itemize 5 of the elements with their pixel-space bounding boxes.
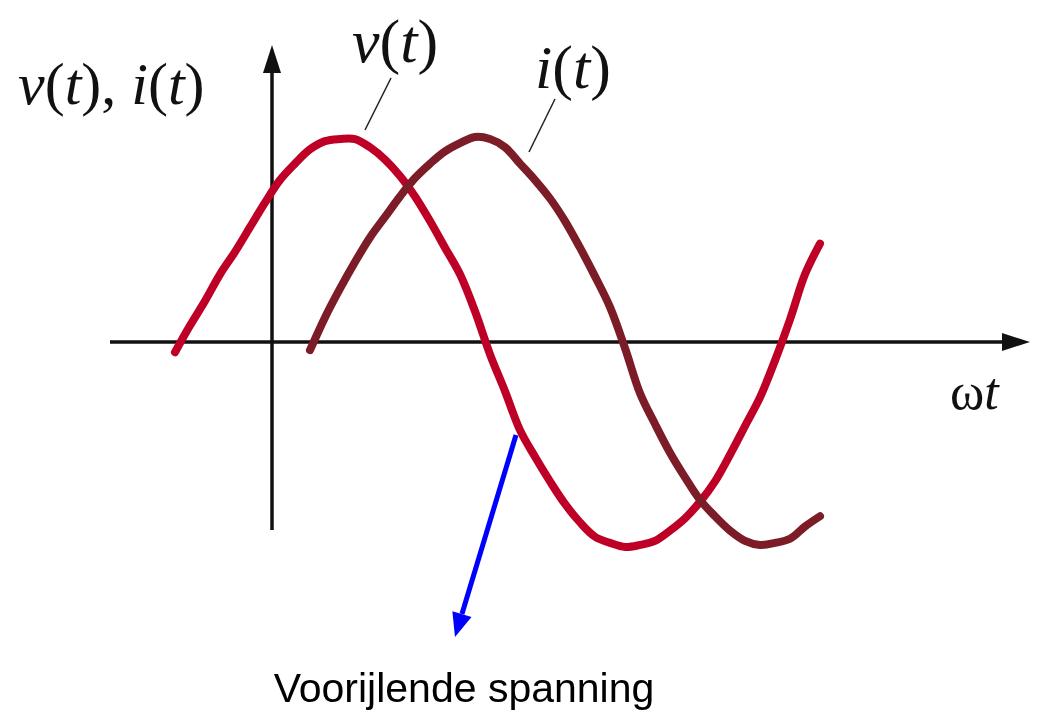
y-axis-title: v(t), i(t): [18, 51, 205, 117]
series-label: v(t): [352, 7, 439, 76]
x-axis-title: ωt: [950, 363, 1001, 420]
series-label: i(t): [535, 33, 611, 102]
text: Voorijlende spanning: [273, 665, 655, 711]
